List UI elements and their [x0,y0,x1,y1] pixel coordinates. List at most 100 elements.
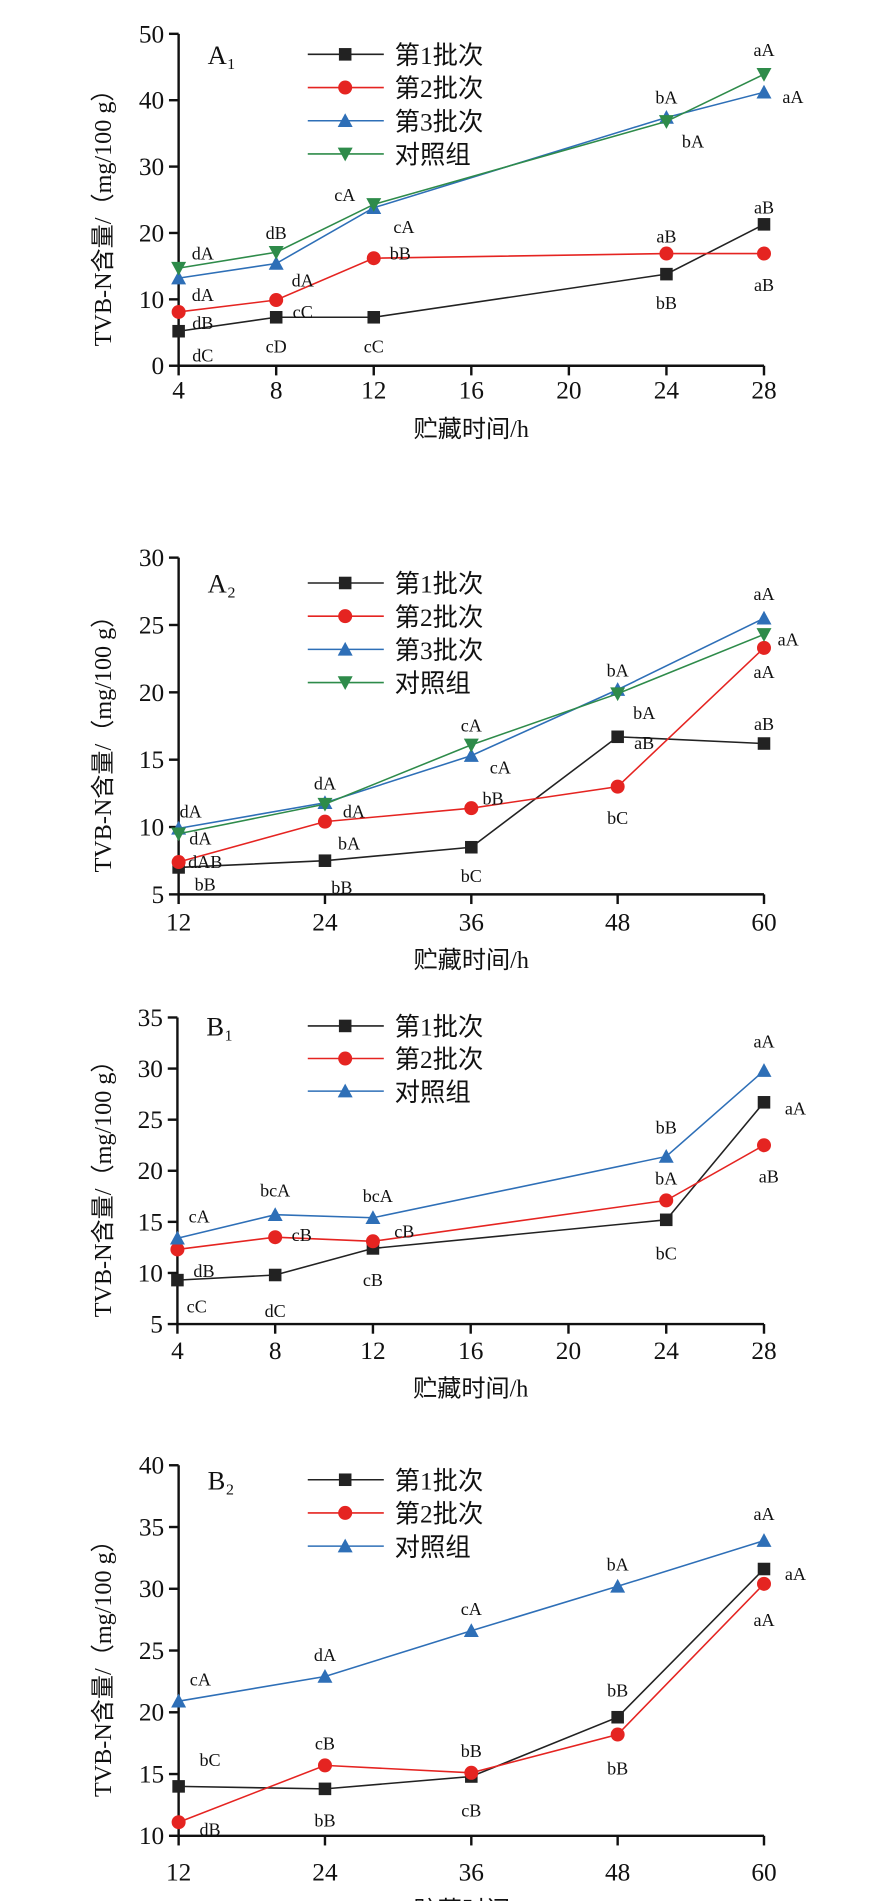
data-label: bB [390,243,411,263]
y-tick-label: 20 [139,219,164,247]
legend-marker [338,48,352,61]
legend-marker [338,576,352,590]
data-point [268,245,284,260]
data-point [611,730,624,744]
y-tick-label: 40 [139,1452,164,1480]
x-tick-label: 12 [361,376,386,404]
legend-marker [337,641,353,656]
data-label: dB [199,1819,220,1839]
series: dB cB bB bB aA [171,1576,775,1839]
x-axis-title: 贮藏时间/h [414,416,529,443]
y-tick-label: 15 [139,746,164,774]
legend-label: 第2批次 [395,1501,484,1529]
x-tick-label: 12 [166,1858,191,1886]
legend-label: 第3批次 [395,637,484,665]
data-label: dB [193,1261,214,1281]
y-tick-label: 35 [139,1513,164,1541]
data-label: aA [753,1610,774,1630]
data-label: dB [266,223,287,243]
legend-marker [337,147,353,162]
panel-label: A₁ [208,40,236,70]
data-point [756,84,772,99]
data-label: cB [315,1734,335,1754]
data-point [756,68,772,82]
data-point [318,854,332,867]
y-tick-label: 10 [139,1822,164,1850]
data-point [757,737,771,750]
legend-marker [338,1473,352,1487]
legend-label: 第1批次 [395,42,484,70]
x-tick-label: 24 [312,1858,338,1886]
data-label: bcA [363,1186,393,1206]
series: dA dA cA bA aA [171,628,799,849]
data-label: dA [343,801,365,821]
x-axis-title: 贮藏时间/h [414,1897,529,1901]
y-tick-label: 50 [139,20,164,48]
data-point [464,1765,479,1780]
data-label: bB [195,874,216,894]
data-label: bA [607,660,629,680]
legend-label: 第3批次 [395,108,484,136]
series-line [177,1070,765,1239]
chart-panel: 5 10 15 20 25 30 35 4 8 12 16 20 24 28 贮藏时间/h TVB-N含量/（… [90,1004,806,1403]
data-point [463,738,479,753]
data-point [172,324,185,338]
data-point [756,1576,771,1591]
legend-label: 第2批次 [395,1046,484,1074]
x-tick-label: 24 [654,1337,680,1365]
data-label: aB [754,275,774,295]
x-tick-label: 28 [751,376,776,404]
data-label: bcA [260,1181,290,1201]
data-point [659,1193,674,1208]
data-point [610,1578,626,1593]
chart-panel: 0 10 20 30 40 50 4 8 12 16 20 24 28 贮藏时间/h TVB-N含量/（mg… [90,20,803,443]
data-point [756,610,772,625]
data-point [171,261,187,276]
data-label: bB [607,1681,628,1701]
data-point [463,1623,479,1638]
data-label: aB [759,1167,779,1187]
data-label: aA [753,584,774,604]
data-point [170,1242,185,1257]
data-label: bB [656,1118,677,1138]
x-tick-label: 4 [172,376,185,404]
y-tick-label: 20 [139,1699,164,1727]
series: dA dA cA bA aA [171,84,804,305]
data-label: bA [655,1169,677,1189]
data-label: aA [753,40,774,60]
y-tick-label: 30 [139,1575,164,1603]
data-point [366,251,381,266]
data-label: bB [607,1758,628,1778]
data-label: bA [655,87,677,107]
y-tick-label: 25 [139,611,164,639]
x-tick-label: 16 [459,376,484,404]
legend-label: 第2批次 [395,604,484,632]
data-label: bC [607,808,628,828]
x-tick-label: 28 [751,1337,776,1365]
data-label: cB [394,1222,414,1242]
data-point [756,246,771,261]
y-tick-label: 5 [150,1310,163,1338]
data-label: aA [782,87,803,107]
x-tick-label: 8 [269,1337,282,1365]
data-point [659,246,674,261]
data-label: dA [314,1645,336,1665]
data-label: cA [189,1207,210,1227]
data-label: dC [192,345,213,365]
legend-marker [338,1019,352,1033]
chart-panel: 5 10 15 20 25 30 12 24 36 48 60 贮藏时间/h TVB-N含量/（mg/1… [90,544,799,974]
data-label: bA [682,132,704,152]
y-tick-label: 25 [138,1106,163,1134]
data-point [610,1727,625,1742]
data-point [365,1234,380,1249]
x-tick-label: 12 [360,1337,385,1365]
x-tick-label: 36 [459,1858,484,1886]
data-label: dAB [188,852,222,872]
data-label: dB [192,313,213,333]
data-label: bC [461,866,482,886]
data-point [756,1063,772,1077]
data-label: aA [753,1032,774,1052]
series: dC cD cC bB aB [172,197,774,365]
x-tick-label: 12 [166,909,191,937]
data-label: dA [192,244,214,264]
